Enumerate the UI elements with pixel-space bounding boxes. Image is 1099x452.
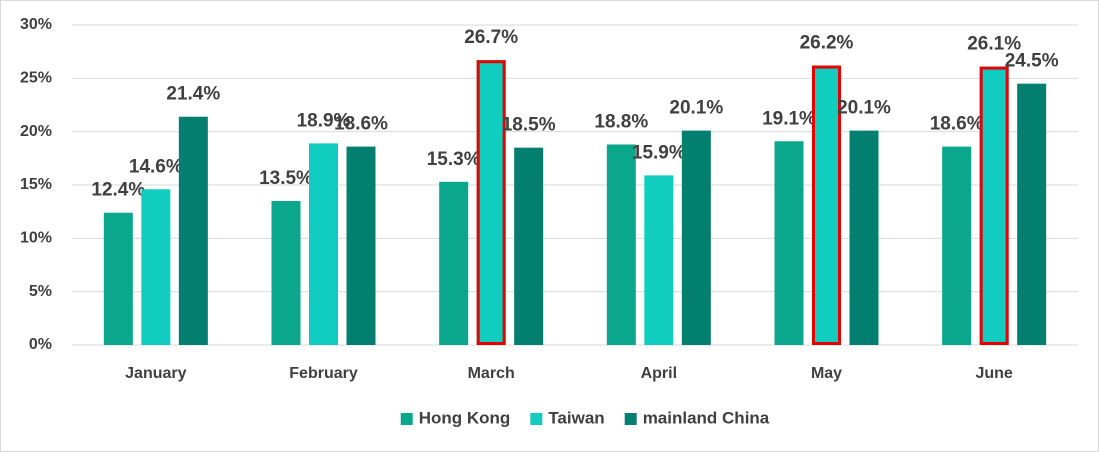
x-tick-label: June [975,365,1012,382]
value-label: 12.4% [91,180,145,201]
y-tick-label: 5% [29,283,52,300]
x-tick-label: May [811,365,842,382]
value-label: 13.5% [259,168,313,189]
x-tick-label: April [641,365,677,382]
value-label: 26.1% [967,34,1021,55]
y-tick-label: 30% [20,16,52,33]
highlight-box [979,66,1009,345]
bar [606,144,636,345]
bar [644,175,674,345]
legend-swatch [530,413,543,425]
value-label: 26.2% [800,33,854,54]
bar [942,146,972,345]
x-tick-label: March [468,365,515,382]
y-tick-label: 0% [29,336,52,353]
bar [849,130,879,345]
legend-swatch [400,413,413,425]
legend-swatch [624,413,637,425]
bar [681,130,711,345]
bar [141,189,171,345]
value-label: 20.1% [669,98,723,119]
y-tick-label: 25% [20,70,52,87]
legend-label: Taiwan [548,408,604,427]
bar [1017,83,1047,346]
bar [774,141,804,345]
bar [309,143,338,345]
value-label: 15.9% [632,142,686,163]
value-label: 15.3% [427,149,481,170]
value-label: 18.6% [334,114,388,135]
value-label: 19.1% [762,108,816,129]
value-label: 18.8% [594,111,648,132]
value-label: 20.1% [837,98,891,119]
y-tick-label: 20% [20,123,52,140]
bar [476,60,506,345]
bar [812,65,841,346]
bar [439,181,469,345]
bar [346,146,376,345]
bar [271,201,301,345]
x-tick-label: January [125,365,186,382]
value-label: 14.6% [129,156,183,177]
bar [103,212,133,345]
highlight-box [476,60,506,345]
x-tick-label: February [289,365,358,382]
value-label: 18.5% [502,115,556,136]
value-label: 18.9% [297,110,351,131]
legend-label: Hong Kong [419,408,511,427]
legend-label: mainland China [643,408,770,427]
bar [514,147,544,345]
value-label: 21.4% [166,84,220,105]
bar [979,66,1009,345]
highlight-box [812,65,841,346]
y-tick-label: 15% [20,176,52,193]
value-label: 24.5% [1005,51,1059,72]
bar [178,116,208,345]
value-label: 18.6% [930,114,984,135]
value-label: 26.7% [464,27,518,48]
y-tick-label: 10% [20,230,52,247]
